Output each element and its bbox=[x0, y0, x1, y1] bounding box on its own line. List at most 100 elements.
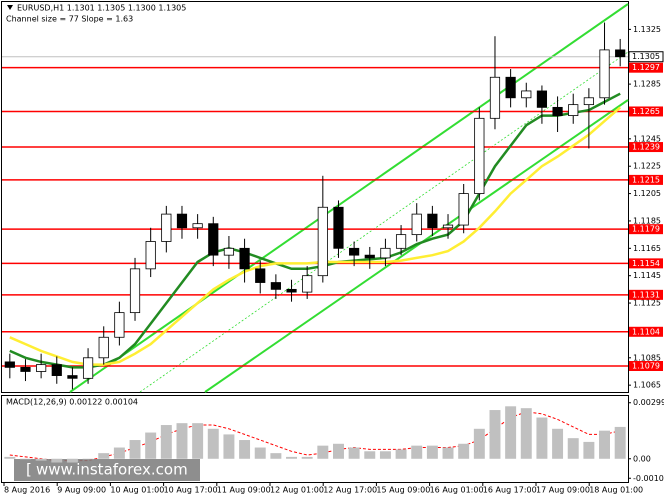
chart-subtitle: Channel size = 77 Slope = 1.63 bbox=[6, 15, 133, 24]
macd-bar bbox=[614, 426, 626, 459]
level-label-box bbox=[629, 361, 663, 371]
moving-average bbox=[9, 106, 622, 366]
macd-bar bbox=[317, 445, 329, 459]
level-label-box bbox=[629, 326, 663, 337]
macd-bar bbox=[520, 408, 532, 459]
level-label: 1.1154 bbox=[632, 259, 660, 268]
macd-bar bbox=[113, 447, 125, 459]
candle-body bbox=[552, 106, 563, 116]
current-price-label: 1.1305 bbox=[632, 52, 660, 61]
x-tick-label: 10 Aug 17:00 bbox=[164, 486, 218, 495]
y-tick-label: 1.1185 bbox=[633, 216, 661, 225]
x-tick-label: 18 Aug 01:00 bbox=[589, 486, 643, 495]
level-label-box bbox=[629, 224, 663, 235]
macd-bar bbox=[98, 453, 110, 459]
candle-body bbox=[583, 97, 594, 106]
macd-bar bbox=[129, 440, 141, 459]
moving-average bbox=[9, 92, 621, 369]
macd-panel bbox=[1, 395, 629, 483]
candle-body bbox=[615, 49, 626, 58]
macd-bar bbox=[239, 440, 251, 459]
macd-bar bbox=[145, 432, 157, 459]
watermark: www.instaforex.com bbox=[36, 461, 188, 479]
macd-bar bbox=[176, 423, 188, 459]
macd-bar bbox=[4, 456, 16, 459]
macd-bar bbox=[332, 443, 344, 459]
level-label: 1.1179 bbox=[632, 225, 660, 234]
candle-body bbox=[114, 312, 125, 338]
candle-body bbox=[599, 49, 610, 99]
level-label-box bbox=[629, 142, 663, 153]
candle-body bbox=[286, 288, 297, 293]
candle-body bbox=[255, 268, 266, 283]
candle-body bbox=[270, 282, 281, 290]
y-tick-label: 1.1125 bbox=[633, 299, 661, 308]
macd-bar bbox=[364, 451, 376, 459]
macd-bar bbox=[19, 458, 31, 460]
y-tick-label: 1.1225 bbox=[633, 162, 661, 171]
level-label-box bbox=[629, 106, 663, 117]
macd-bar bbox=[583, 441, 595, 459]
level-label: 1.1215 bbox=[632, 175, 660, 184]
macd-bar bbox=[552, 428, 564, 459]
current-price-box bbox=[628, 51, 664, 63]
candle-body bbox=[4, 361, 15, 368]
y-tick-label: 1.1285 bbox=[633, 80, 661, 89]
x-tick-label: 17 Aug 09:00 bbox=[536, 486, 590, 495]
macd-bar bbox=[505, 406, 517, 459]
candle-body bbox=[364, 254, 375, 259]
x-tick-label: 12 Aug 01:00 bbox=[270, 486, 324, 495]
candle-body bbox=[380, 247, 391, 259]
x-tick-label: 11 Aug 09:00 bbox=[217, 486, 271, 495]
regression-channel bbox=[69, 3, 629, 393]
macd-bar bbox=[51, 458, 63, 463]
candle-body bbox=[239, 247, 250, 270]
y-tick-label: 1.1065 bbox=[633, 381, 661, 390]
candle-body bbox=[176, 213, 188, 229]
candle-body bbox=[161, 213, 172, 242]
macd-bar bbox=[223, 434, 235, 459]
macd-bar bbox=[536, 417, 548, 459]
chart-title: EURUSD,H1 1.1301 1.1305 1.1300 1.1305 bbox=[17, 4, 186, 13]
candle-body bbox=[427, 213, 438, 229]
macd-bar bbox=[599, 430, 611, 459]
macd-bar bbox=[160, 425, 172, 459]
candle-body bbox=[395, 234, 407, 249]
y-tick-label: 1.1165 bbox=[633, 244, 661, 253]
x-tick-label: 16 Aug 17:00 bbox=[483, 486, 537, 495]
macd-bar bbox=[348, 447, 360, 459]
candle-body bbox=[442, 224, 454, 229]
macd-y-tick-label: 0.00 bbox=[633, 454, 651, 463]
macd-bar bbox=[66, 458, 78, 463]
level-label: 1.1104 bbox=[632, 327, 660, 336]
candle-body bbox=[505, 76, 516, 99]
candle-body bbox=[458, 193, 469, 226]
macd-bar bbox=[286, 456, 298, 459]
candle-body bbox=[223, 247, 235, 256]
channel-middle bbox=[139, 51, 629, 393]
macd-y-tick-label: 0.00299 bbox=[633, 398, 664, 407]
macd-bar bbox=[192, 423, 204, 459]
macd-bar bbox=[395, 449, 407, 459]
candle-body bbox=[129, 268, 141, 314]
candle-body bbox=[349, 247, 360, 256]
watermark-bracket: [ bbox=[26, 461, 32, 479]
level-label: 1.1131 bbox=[632, 290, 660, 299]
macd-bar bbox=[426, 445, 438, 459]
level-label: 1.1079 bbox=[632, 362, 660, 371]
candle-body bbox=[20, 366, 31, 372]
candle-body bbox=[82, 357, 94, 379]
candle-body bbox=[411, 213, 422, 236]
candle-body bbox=[145, 241, 156, 270]
level-label-box bbox=[629, 258, 663, 269]
macd-bar bbox=[270, 453, 282, 459]
candle-body bbox=[474, 117, 485, 194]
candle-body bbox=[36, 364, 47, 372]
y-tick-label: 1.1205 bbox=[633, 189, 661, 198]
macd-y-tick-label: -0.00104 bbox=[633, 474, 664, 483]
macd-bar bbox=[35, 458, 47, 461]
channel-upper bbox=[69, 3, 629, 393]
macd-signal bbox=[9, 411, 621, 462]
macd-bar bbox=[207, 428, 219, 459]
x-tick-label: 15 Aug 09:00 bbox=[376, 486, 430, 495]
